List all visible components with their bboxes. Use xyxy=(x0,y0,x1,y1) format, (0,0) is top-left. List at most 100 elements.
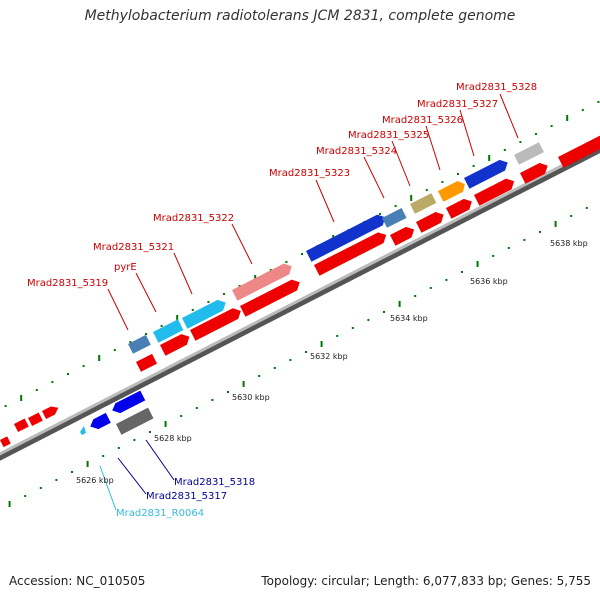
label-mrad2831-5317: Mrad2831_5317 xyxy=(146,491,227,502)
gene-mrad2831-5319 xyxy=(128,334,151,354)
scale-label: 5638 kbp xyxy=(550,239,588,248)
minor-tick xyxy=(191,308,194,311)
scale-label: 5626 kbp xyxy=(76,476,114,485)
minor-tick xyxy=(258,374,261,377)
major-tick xyxy=(98,354,101,361)
scale-label: 5634 kbp xyxy=(390,314,428,323)
gene-arrow xyxy=(520,163,548,184)
gene-mrad2831-5325 xyxy=(410,193,437,214)
gene-arrow xyxy=(474,178,515,206)
minor-tick xyxy=(211,398,214,401)
minor-tick xyxy=(285,260,288,263)
label-mrad2831-5322: Mrad2831_5322 xyxy=(153,213,234,224)
minor-tick xyxy=(227,390,229,393)
label-mrad2831-5326: Mrad2831_5326 xyxy=(382,115,463,126)
tick-row-lower xyxy=(8,206,588,507)
accession-text: Accession: NC_010505 xyxy=(9,574,146,588)
minor-tick xyxy=(425,188,428,191)
major-tick xyxy=(176,314,179,321)
minor-tick xyxy=(149,430,151,433)
minor-tick xyxy=(71,470,73,473)
scale-label: 5628 kbp xyxy=(154,434,192,443)
genome-backbone xyxy=(0,144,600,461)
tick-row-upper xyxy=(4,100,600,407)
major-tick xyxy=(86,460,89,467)
minor-tick xyxy=(414,294,417,297)
major-tick xyxy=(488,154,491,161)
minor-tick xyxy=(394,204,397,207)
minor-tick xyxy=(145,332,147,335)
major-tick xyxy=(566,114,569,121)
minor-tick xyxy=(24,494,27,497)
minor-tick xyxy=(581,108,584,111)
scale-label: 5630 kbp xyxy=(232,393,270,402)
gene-mrad2831-5321 xyxy=(182,299,226,329)
minor-tick xyxy=(336,334,339,337)
gene-pyre xyxy=(153,319,184,343)
minor-tick xyxy=(503,148,506,151)
gene-arrow xyxy=(42,406,59,420)
minor-tick xyxy=(383,310,385,313)
gene-arrow xyxy=(558,135,600,168)
label-mrad2831-5324: Mrad2831_5324 xyxy=(316,146,397,157)
label-mrad2831-r0064: Mrad2831_R0064 xyxy=(116,508,204,519)
gene-arrow xyxy=(13,418,29,433)
minor-tick xyxy=(82,364,85,367)
gene-arrow xyxy=(446,198,472,219)
forward-strand-genes xyxy=(0,135,600,448)
annotated-genes xyxy=(128,142,544,354)
major-tick xyxy=(320,340,323,347)
major-tick xyxy=(254,274,257,281)
label-mrad2831-5318: Mrad2831_5318 xyxy=(174,477,255,488)
minor-tick xyxy=(269,268,272,271)
label-mrad2831-5327: Mrad2831_5327 xyxy=(417,99,498,110)
major-tick xyxy=(20,394,23,401)
major-tick xyxy=(398,300,401,307)
minor-tick xyxy=(457,172,459,175)
gene-arrow xyxy=(416,212,444,233)
label-connectors xyxy=(99,93,519,511)
minor-tick xyxy=(39,486,42,489)
minor-tick xyxy=(351,326,354,329)
major-tick xyxy=(476,260,479,267)
gene-mrad2831-5318 xyxy=(112,390,146,414)
label-pyre: pyrE xyxy=(114,262,137,273)
gene-arrow xyxy=(160,334,190,356)
reverse-strand-genes xyxy=(80,390,154,435)
minor-tick xyxy=(129,340,132,343)
minor-tick xyxy=(301,252,303,255)
gene-arrow xyxy=(28,412,43,427)
minor-tick xyxy=(117,446,120,449)
label-mrad2831-5325: Mrad2831_5325 xyxy=(348,130,429,141)
gene-arrow xyxy=(240,279,300,317)
gene-mrad2831-5324 xyxy=(382,208,407,228)
gene-mrad2831-5327 xyxy=(464,159,508,189)
label-mrad2831-5323: Mrad2831_5323 xyxy=(269,168,350,179)
gene-arrow xyxy=(0,436,11,448)
minor-tick xyxy=(445,278,448,281)
minor-tick xyxy=(238,284,241,287)
minor-tick xyxy=(585,206,588,209)
minor-tick xyxy=(305,350,307,353)
major-tick xyxy=(554,220,557,227)
gene-mrad2831-5318-grey xyxy=(116,407,154,435)
minor-tick xyxy=(180,414,183,417)
minor-tick xyxy=(492,254,495,257)
gene-arrow xyxy=(136,353,158,372)
minor-tick xyxy=(597,100,600,103)
gene-arrow xyxy=(190,308,241,341)
label-mrad2831-5328: Mrad2831_5328 xyxy=(456,82,537,93)
gene-mrad2831-r0064 xyxy=(80,426,86,435)
minor-tick xyxy=(550,124,553,127)
minor-tick xyxy=(570,214,573,217)
gene-mrad2831-5322 xyxy=(232,263,292,301)
minor-tick xyxy=(67,372,69,375)
scale-label: 5636 kbp xyxy=(470,277,508,286)
minor-tick xyxy=(507,246,510,249)
minor-tick xyxy=(539,230,541,233)
minor-tick xyxy=(102,454,105,457)
minor-tick xyxy=(133,438,136,441)
map-title: Methylobacterium radiotolerans JCM 2831,… xyxy=(84,8,516,24)
minor-tick xyxy=(273,366,276,369)
minor-tick xyxy=(379,212,381,215)
